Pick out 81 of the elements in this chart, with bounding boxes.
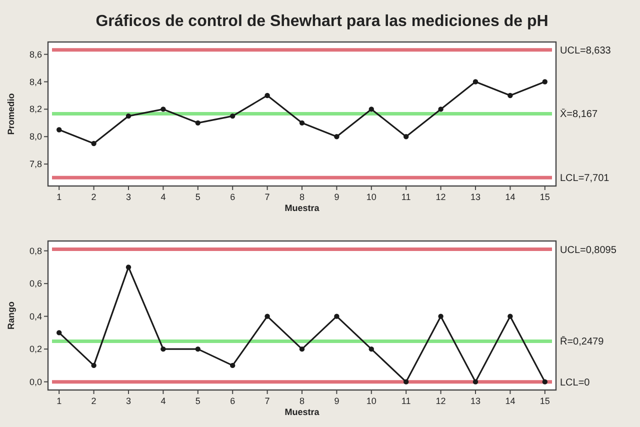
x-tick-label: 1 (56, 396, 62, 406)
y-tick-label: 8,4 (29, 76, 42, 87)
x-tick-label: 1 (56, 192, 62, 202)
x-tick-label: 14 (505, 396, 516, 406)
point (334, 134, 340, 140)
x-tick-label: 9 (334, 396, 340, 406)
point (334, 314, 340, 319)
point (438, 314, 444, 319)
point (508, 314, 513, 319)
y-tick-label: 8,0 (29, 132, 42, 142)
point (91, 362, 96, 368)
point (264, 92, 270, 98)
x-tick-label: 11 (401, 192, 411, 202)
point (542, 379, 548, 384)
ref-line-label: UCL=0,8095 (560, 244, 617, 256)
x-tick-label: 12 (436, 396, 446, 406)
ref-line-label: LCL=7,701 (560, 173, 610, 184)
y-tick-label: 0,2 (29, 344, 42, 354)
ref-line-label: UCL=8,633 (560, 45, 612, 56)
x-axis-title: Muestra (284, 407, 320, 417)
point (404, 134, 409, 140)
point (126, 113, 132, 119)
x-tick-label: 7 (264, 396, 270, 406)
x-tick-label: 10 (366, 192, 376, 202)
x-tick-label: 5 (195, 192, 200, 202)
point (126, 264, 132, 270)
y-tick-label: 0,8 (29, 246, 42, 256)
point (56, 127, 62, 132)
point (542, 79, 548, 84)
point (56, 330, 62, 336)
point (404, 379, 409, 384)
point (264, 314, 270, 319)
x-tick-label: 9 (334, 192, 340, 202)
point (195, 120, 200, 126)
x-tick-label: 2 (91, 396, 96, 406)
x-tick-label: 4 (160, 396, 166, 406)
x-tick-label: 8 (299, 192, 305, 202)
chart-title: Gráficos de control de Shewhart para las mediciones de pH (96, 13, 548, 30)
y-tick-label: 0,4 (29, 311, 42, 322)
x-tick-label: 3 (126, 192, 132, 202)
x-tick-label: 6 (230, 192, 236, 202)
y-tick-label: 0,0 (29, 376, 42, 387)
x-tick-label: 13 (470, 192, 481, 202)
point (368, 106, 374, 112)
x-tick-label: 7 (264, 192, 270, 202)
y-axis-title: Rango (6, 301, 16, 330)
y-tick-label: 7,8 (29, 159, 42, 170)
ref-line-label: R̄=0,2479 (560, 336, 604, 348)
point (508, 92, 513, 98)
y-axis-title: Promedio (6, 92, 16, 135)
y-tick-label: 8,6 (29, 49, 42, 60)
point (299, 120, 305, 126)
point (368, 346, 374, 352)
point (160, 106, 166, 112)
point (195, 346, 200, 352)
point (472, 379, 478, 384)
point (230, 113, 236, 119)
x-tick-label: 3 (126, 396, 132, 406)
point (91, 140, 96, 146)
x-tick-label: 4 (160, 192, 166, 202)
x-tick-label: 12 (436, 192, 446, 202)
x-tick-label: 10 (366, 396, 376, 406)
x-tick-label: 8 (299, 396, 305, 406)
x-tick-label: 15 (540, 192, 550, 202)
y-tick-label: 8,2 (29, 104, 42, 114)
x-axis-title: Muestra (284, 203, 320, 213)
x-tick-label: 15 (540, 396, 550, 406)
x-tick-label: 13 (470, 396, 481, 406)
x-tick-label: 5 (195, 396, 200, 406)
point (438, 106, 444, 112)
point (160, 346, 166, 352)
x-tick-label: 14 (505, 192, 516, 202)
point (472, 79, 478, 84)
y-tick-label: 0,6 (29, 278, 42, 289)
ref-line-label: LCL=0 (560, 377, 590, 388)
x-tick-label: 6 (230, 396, 236, 406)
x-tick-label: 11 (401, 396, 411, 406)
ref-line-label: X̄=8,167 (560, 108, 598, 120)
point (230, 362, 236, 368)
point (299, 346, 305, 352)
x-tick-label: 2 (91, 192, 96, 202)
